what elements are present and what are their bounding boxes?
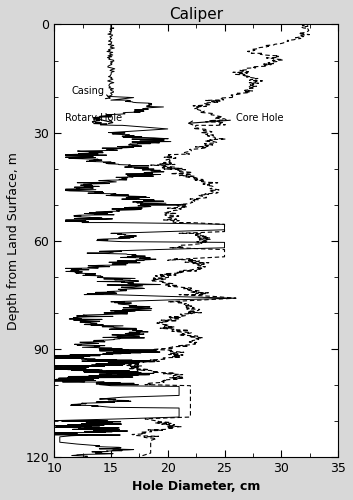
Text: Rotary Hole: Rotary Hole bbox=[65, 113, 122, 124]
Text: Casing: Casing bbox=[71, 86, 110, 99]
Title: Caliper: Caliper bbox=[169, 7, 223, 22]
Y-axis label: Depth from Land Surface, m: Depth from Land Surface, m bbox=[7, 152, 20, 330]
X-axis label: Hole Diameter, cm: Hole Diameter, cm bbox=[132, 480, 260, 493]
Text: Core Hole: Core Hole bbox=[189, 113, 283, 125]
